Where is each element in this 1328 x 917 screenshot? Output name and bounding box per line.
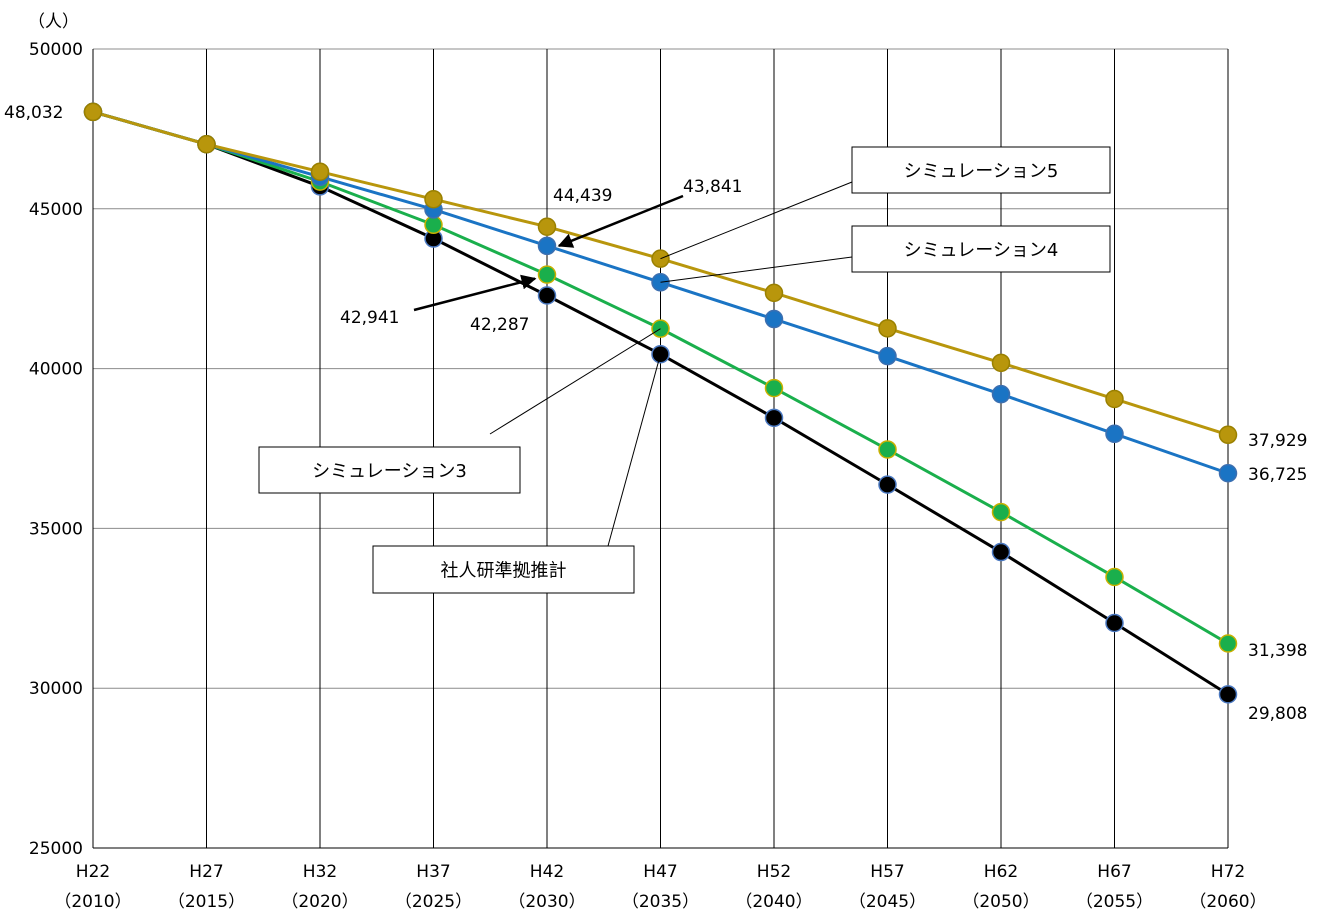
y-tick-label: 35000 xyxy=(29,519,83,539)
data-point xyxy=(1105,613,1124,633)
callout-box xyxy=(851,146,1111,194)
data-label: 44,439 xyxy=(553,186,612,206)
x-tick-era: H47 xyxy=(643,862,677,882)
callout-box xyxy=(258,446,521,494)
data-point xyxy=(878,319,897,338)
x-tick-year: （2035） xyxy=(622,892,699,912)
x-tick-year: （2010） xyxy=(54,892,131,912)
data-point xyxy=(991,542,1011,562)
y-tick-labels: 25000 30000 35000 40000 45000 50000 xyxy=(29,40,83,859)
y-tick-label: 30000 xyxy=(29,679,83,699)
data-point xyxy=(991,353,1011,373)
x-tick-labels: H22 （2010） H27 （2015） H32 （2020） H37 （2025） H42 （… xyxy=(54,862,1266,912)
data-point xyxy=(1105,567,1124,587)
data-label: 42,941 xyxy=(340,308,399,328)
data-point xyxy=(424,189,443,209)
arrow-43841 xyxy=(557,194,684,248)
data-point xyxy=(878,475,897,494)
x-tick-era: H62 xyxy=(984,862,1018,882)
leader-line xyxy=(489,328,661,435)
data-labels: 48,032 44,439 43,841 42,941 42,287 37,929 36,7… xyxy=(4,103,1307,724)
data-point xyxy=(764,309,784,329)
arrow-42941 xyxy=(413,274,537,312)
x-tick-era: H27 xyxy=(189,862,223,882)
x-tick-year: （2040） xyxy=(735,892,812,912)
callout-label: シミュレーション5 xyxy=(904,161,1059,182)
callout-label: シミュレーション3 xyxy=(312,461,467,482)
x-tick-year: （2055） xyxy=(1076,892,1153,912)
x-tick-era: H57 xyxy=(870,862,904,882)
data-label: 42,287 xyxy=(470,315,529,335)
x-tick-year: （2015） xyxy=(168,892,245,912)
x-tick-era: H37 xyxy=(416,862,450,882)
data-point xyxy=(991,384,1011,404)
data-point xyxy=(764,283,784,303)
data-label: 31,398 xyxy=(1248,641,1307,661)
data-point xyxy=(537,265,557,284)
x-tick-year: （2025） xyxy=(395,892,472,912)
y-tick-label: 25000 xyxy=(29,839,83,859)
y-tick-label: 45000 xyxy=(29,200,83,220)
data-point xyxy=(991,502,1011,522)
callout-boxes: シミュレーション5 シミュレーション4 シミュレーション3 社人研準拠推計 xyxy=(258,146,1111,594)
x-tick-year: （2060） xyxy=(1189,892,1266,912)
x-tick-era: H72 xyxy=(1211,862,1245,882)
x-tick-era: H42 xyxy=(530,862,564,882)
data-label: 29,808 xyxy=(1248,704,1307,724)
data-point xyxy=(878,440,897,459)
x-tick-year: （2050） xyxy=(962,892,1039,912)
leader-line xyxy=(660,181,853,260)
leader-line xyxy=(660,256,853,283)
data-point xyxy=(764,408,784,428)
x-tick-year: （2045） xyxy=(849,892,926,912)
callout-leaders xyxy=(413,181,853,547)
data-point xyxy=(764,378,784,398)
x-tick-era: H52 xyxy=(757,862,791,882)
callout-box xyxy=(372,545,635,594)
leader-line xyxy=(607,354,661,547)
data-point xyxy=(537,286,557,305)
y-tick-label: 50000 xyxy=(29,40,83,60)
data-point xyxy=(197,134,216,154)
y-tick-label: 40000 xyxy=(29,360,83,380)
data-label: 48,032 xyxy=(4,103,63,123)
data-label: 43,841 xyxy=(683,177,742,197)
data-point xyxy=(83,102,103,122)
callout-box xyxy=(851,225,1111,273)
data-point xyxy=(310,162,330,181)
data-point xyxy=(1218,464,1238,483)
series-markers xyxy=(83,102,1238,704)
data-label: 37,929 xyxy=(1248,431,1307,451)
data-point xyxy=(537,217,557,236)
data-label: 36,725 xyxy=(1248,465,1307,485)
data-point xyxy=(1218,685,1238,704)
data-point xyxy=(424,215,443,235)
data-point xyxy=(878,346,897,366)
x-tick-year: （2030） xyxy=(508,892,585,912)
data-point xyxy=(1218,425,1238,445)
x-tick-year: （2020） xyxy=(281,892,358,912)
x-tick-era: H67 xyxy=(1097,862,1131,882)
x-tick-era: H22 xyxy=(76,862,110,882)
data-point xyxy=(1105,424,1124,444)
callout-label: 社人研準拠推計 xyxy=(441,561,567,582)
data-point xyxy=(537,236,557,256)
callout-label: シミュレーション4 xyxy=(904,240,1059,261)
x-tick-era: H32 xyxy=(303,862,337,882)
y-axis-unit-label: （人） xyxy=(28,12,79,32)
data-point xyxy=(1105,389,1124,409)
data-point xyxy=(1218,634,1238,653)
axes xyxy=(92,49,1228,849)
